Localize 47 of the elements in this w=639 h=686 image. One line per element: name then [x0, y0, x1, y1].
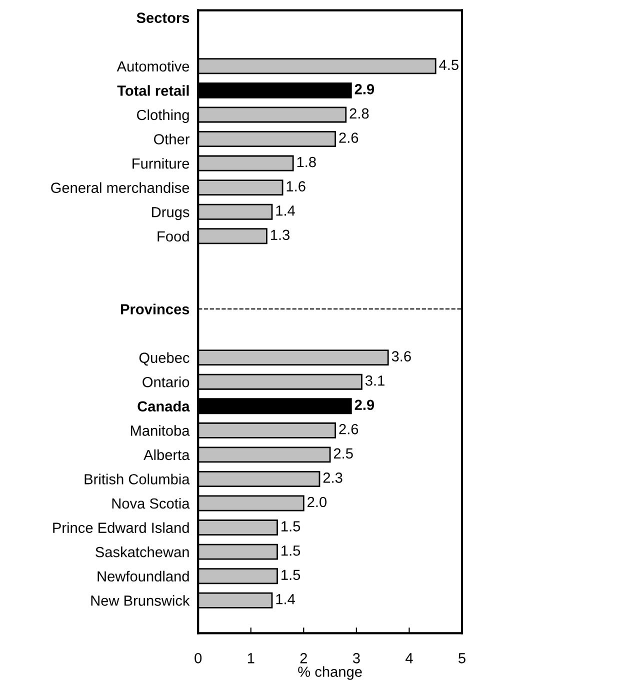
y-tick-label: Furniture: [132, 158, 190, 169]
x-tick-label: 2: [300, 653, 307, 664]
y-tick-label: Manitoba: [130, 425, 190, 436]
x-tick-label: 1: [248, 653, 254, 664]
data-label: 2.0: [308, 496, 327, 508]
data-label: 2.3: [323, 472, 342, 483]
data-label: 2.6: [339, 132, 358, 143]
x-tick-label: 0: [194, 653, 202, 664]
y-tick-label: Automotive: [116, 60, 190, 72]
data-label: 1.4: [276, 206, 295, 216]
data-label: 1.3: [270, 230, 290, 240]
data-label: 4.5: [439, 60, 458, 70]
data-label: 1.8: [297, 156, 316, 168]
y-tick-label: Clothing: [136, 109, 189, 124]
y-tick-label: Canada: [138, 400, 190, 412]
x-tick-label: 3: [352, 653, 360, 664]
data-label: 2.9: [354, 400, 374, 410]
y-tick-label: Other: [154, 134, 190, 144]
data-label: 1.5: [282, 521, 300, 532]
data-label: 3.6: [392, 351, 411, 362]
y-tick-label: Quebec: [139, 352, 190, 366]
y-tick-label: Newfoundland: [98, 570, 189, 582]
data-label: 1.4: [276, 594, 295, 604]
x-tick-label: 5: [458, 653, 466, 664]
y-tick-label: Provinces: [121, 304, 190, 314]
data-label: 3.1: [365, 375, 384, 386]
y-tick-label: Food: [158, 230, 189, 242]
y-tick-label: Alberta: [144, 449, 190, 460]
x-axis-title: % change: [298, 666, 362, 680]
data-label: 2.6: [339, 424, 358, 434]
y-tick-label: New Brunswick: [91, 595, 190, 606]
y-tick-label: Prince Edward Island: [53, 522, 189, 533]
x-tick-label: 4: [405, 653, 413, 664]
data-label: 1.5: [282, 570, 300, 580]
y-tick-label: Saskatchewan: [96, 546, 189, 558]
y-tick-label: Total retail: [117, 85, 189, 96]
y-tick-label: British Columbia: [84, 474, 190, 484]
data-label: 2.5: [334, 448, 353, 459]
y-tick-label: Nova Scotia: [112, 498, 190, 509]
data-label: 2.9: [354, 84, 374, 94]
y-tick-label: Sectors: [136, 12, 190, 24]
y-tick-label: General merchandise: [51, 182, 190, 193]
data-label: 1.5: [282, 546, 300, 556]
data-label: 2.8: [350, 108, 369, 119]
y-tick-label: Drugs: [152, 207, 190, 220]
data-label: 1.6: [286, 181, 306, 192]
y-tick-label: Ontario: [142, 376, 190, 388]
